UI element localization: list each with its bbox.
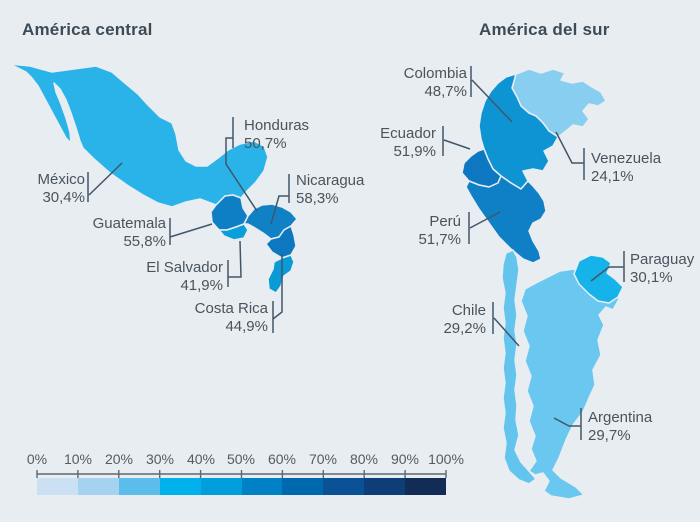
country-name: Venezuela	[591, 150, 662, 167]
legend-tick-label: 50%	[226, 451, 256, 467]
legend-tick-label: 90%	[390, 451, 420, 467]
leader-lines	[87, 66, 625, 440]
legend-tick-label: 60%	[267, 451, 297, 467]
country-value: 29,7%	[588, 427, 631, 444]
country-value: 51,9%	[393, 143, 436, 160]
country-name: Nicaragua	[296, 172, 365, 189]
label-argentina: Argentina 29,7%	[588, 409, 652, 445]
label-costa-rica: Costa Rica 44,9%	[140, 300, 268, 336]
country-value: 55,8%	[123, 233, 166, 250]
country-name: Ecuador	[380, 125, 436, 142]
legend-tick-label: 80%	[349, 451, 379, 467]
legend-tick-label: 70%	[308, 451, 338, 467]
country-name: México	[37, 171, 85, 188]
legend-swatch	[118, 478, 160, 495]
legend-swatch	[323, 478, 365, 495]
country-value: 48,7%	[424, 83, 467, 100]
country-value: 29,2%	[443, 320, 486, 337]
country-name: Guatemala	[92, 215, 166, 232]
label-el-salvador: El Salvador 41,9%	[100, 259, 223, 295]
legend-swatch	[405, 478, 447, 495]
legend-swatch	[282, 478, 324, 495]
country-name: Perú	[429, 213, 461, 230]
legend-swatch	[241, 478, 283, 495]
country-value: 51,7%	[418, 231, 461, 248]
legend-swatch	[159, 478, 201, 495]
legend-swatch	[200, 478, 242, 495]
country-mexico-shape	[9, 63, 269, 208]
country-value: 41,9%	[180, 277, 223, 294]
legend-color-bar	[37, 478, 447, 495]
label-guatemala: Guatemala 55,8%	[40, 215, 166, 251]
map-title-south: América del sur	[479, 20, 610, 39]
legend-tick-label: 10%	[63, 451, 93, 467]
legend-tick-label: 30%	[145, 451, 175, 467]
country-chile-shape	[501, 249, 537, 485]
label-honduras: Honduras 50,7%	[244, 117, 309, 153]
legend-swatch	[364, 478, 406, 495]
country-peru-shape	[465, 175, 547, 264]
country-name: Chile	[451, 302, 486, 319]
country-name: Colombia	[403, 65, 467, 82]
legend-tick-label: 20%	[104, 451, 134, 467]
country-value: 24,1%	[591, 168, 634, 185]
country-paraguay-shape	[573, 254, 624, 304]
legend-swatch	[77, 478, 119, 495]
country-value: 44,9%	[225, 318, 268, 335]
country-colombia-shape	[478, 73, 559, 190]
country-el-salvador-shape	[218, 223, 249, 241]
legend-tick-label: 40%	[186, 451, 216, 467]
legend-tick-label: 0%	[26, 451, 48, 467]
legend-tick-label: 100%	[428, 451, 464, 467]
country-name: Honduras	[244, 117, 310, 134]
label-mexico: México 30,4%	[0, 171, 85, 207]
country-argentina-shape	[520, 268, 620, 500]
map-title-central: América central	[22, 20, 153, 39]
label-nicaragua: Nicaragua 58,3%	[296, 172, 364, 208]
legend-swatch	[37, 478, 78, 495]
country-value: 50,7%	[244, 135, 287, 152]
label-ecuador: Ecuador 51,9%	[320, 125, 436, 161]
label-chile: Chile 29,2%	[376, 302, 486, 338]
label-colombia: Colombia 48,7%	[350, 65, 467, 101]
label-paraguay: Paraguay 30,1%	[630, 251, 694, 287]
country-name: Paraguay	[630, 251, 695, 268]
country-value: 58,3%	[296, 190, 339, 207]
country-name: El Salvador	[146, 259, 223, 276]
country-costa-rica-shape	[267, 254, 295, 294]
country-name: Costa Rica	[194, 300, 268, 317]
country-nicaragua-shape	[265, 225, 297, 259]
country-name: Argentina	[588, 409, 653, 426]
label-peru: Perú 51,7%	[350, 213, 461, 249]
country-value: 30,1%	[630, 269, 673, 286]
label-venezuela: Venezuela 24,1%	[591, 150, 661, 186]
country-value: 30,4%	[42, 189, 85, 206]
legend-axis	[36, 470, 447, 478]
